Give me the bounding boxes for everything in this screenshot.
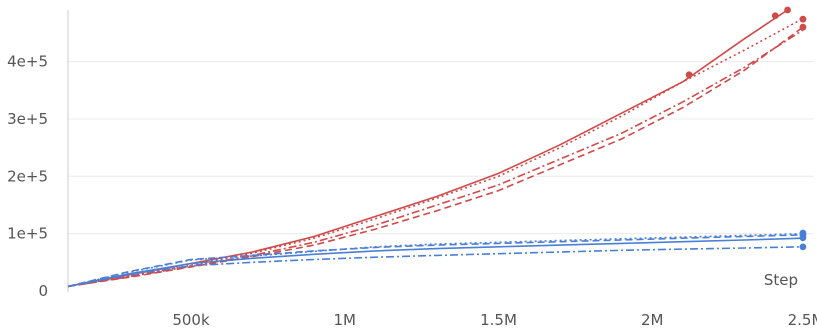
series-line-6 — [67, 234, 803, 288]
y-tick-label: 3e+5 — [7, 110, 48, 128]
series-line-7 — [67, 232, 803, 288]
series-end-marker — [685, 71, 693, 79]
grid-lines — [68, 61, 814, 235]
x-tick-label: 1.5M — [480, 311, 517, 328]
series-end-marker — [799, 234, 807, 242]
series-end-marker — [784, 6, 791, 14]
y-tick-label: 0 — [38, 282, 48, 300]
series-line-4 — [67, 26, 804, 288]
series-line-2 — [67, 17, 804, 288]
series-lines — [67, 9, 804, 288]
series-end-markers — [685, 6, 807, 251]
x-axis-label: Step — [764, 271, 798, 289]
x-tick-label: 2.5M — [788, 311, 817, 328]
x-tick-label: 500k — [172, 311, 210, 328]
y-tick-label: 2e+5 — [7, 167, 48, 185]
y-axis-ticks: 0 1e+5 2e+5 3e+5 4e+5 — [7, 53, 48, 300]
series-end-marker — [771, 12, 779, 20]
series-line-8 — [67, 246, 803, 288]
series-line-5 — [67, 237, 803, 288]
y-tick-label: 4e+5 — [7, 53, 48, 71]
series-end-marker — [799, 15, 807, 23]
series-end-marker — [799, 243, 807, 251]
x-tick-label: 2M — [641, 311, 664, 328]
x-axis-ticks: 500k 1M 1.5M 2M 2.5M — [172, 311, 817, 328]
series-end-marker — [799, 23, 807, 31]
y-tick-label: 1e+5 — [7, 225, 48, 243]
x-tick-label: 1M — [334, 311, 357, 328]
